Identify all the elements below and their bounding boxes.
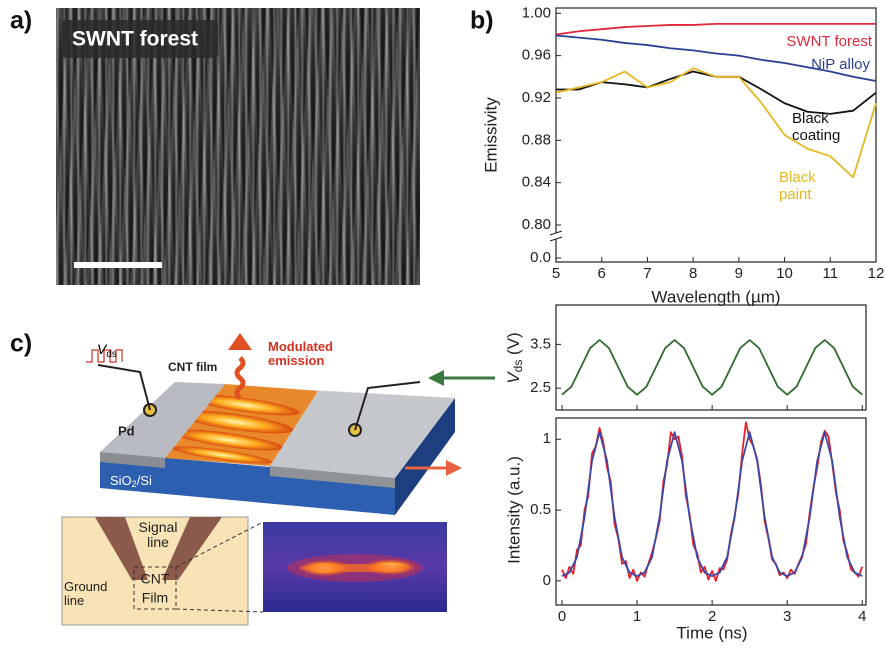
y-tick-label: 0.5 (530, 501, 551, 518)
data-line (555, 34, 877, 82)
x-tick-label: 11 (822, 265, 838, 282)
y-tick-label: 1.00 (522, 4, 551, 21)
axis-break-mark (549, 236, 563, 242)
voltage-symbol: V (97, 341, 108, 357)
y-tick-label: 0.92 (522, 89, 551, 106)
data-line (555, 67, 877, 179)
x-tick-label: 2 (708, 608, 716, 625)
substrate-part: SiO (110, 473, 132, 488)
x-tick-label: 10 (776, 265, 793, 282)
emission-image (263, 522, 447, 612)
substrate-label: SiO2/Si (110, 473, 152, 489)
y-axis-label: Emissivity (481, 97, 500, 173)
y-tick-label: 0.84 (522, 174, 551, 191)
x-tick-label: 8 (689, 265, 697, 282)
y-axis-label-part: V (504, 371, 523, 384)
x-tick-label: 12 (868, 265, 885, 282)
ground-line-label: Ground line (64, 579, 108, 609)
x-tick-label: 3 (783, 608, 791, 625)
y-tick-label: 0.0 (530, 249, 551, 266)
x-tick-label: 0 (558, 608, 566, 625)
cnt-label: CNT (141, 571, 170, 587)
data-line (561, 431, 863, 577)
scale-bar (74, 262, 162, 268)
panel-label: b) (470, 7, 494, 35)
x-tick-label: 1 (633, 608, 641, 625)
y-axis-label: Intensity (a.u.) (504, 456, 523, 564)
voltage-subscript: ds (106, 349, 117, 360)
series-label: SWNT forest (786, 33, 872, 50)
x-axis-label: Wavelength (µm) (651, 287, 780, 306)
film-box-label: Film (142, 590, 168, 606)
axis-break-mark (549, 230, 563, 236)
series-label: Black coating (792, 110, 841, 144)
film-label: CNT film (168, 360, 217, 374)
x-tick-label: 7 (643, 265, 651, 282)
y-axis-label: Vds (V) (504, 332, 525, 383)
electrode-label: Pd (118, 423, 135, 438)
y-tick-label: 0.96 (522, 47, 551, 64)
x-tick-label: 5 (552, 265, 560, 282)
y-tick-label: 3.5 (530, 335, 551, 352)
plot-frame (555, 417, 867, 606)
device-illustration (86, 333, 495, 515)
panel-label: c) (10, 330, 32, 358)
x-axis-label: Time (ns) (676, 623, 747, 642)
panel-label: a) (10, 7, 32, 35)
substrate-part: 2 (132, 479, 137, 489)
y-tick-label: 0.88 (522, 131, 551, 148)
substrate-part: /Si (137, 473, 152, 488)
y-tick-label: 1 (543, 430, 551, 447)
data-line (555, 22, 876, 36)
axis-break-gap (552, 233, 560, 239)
label-box (62, 20, 218, 58)
voltage-label: Vds (97, 341, 117, 360)
y-tick-label: 0.80 (522, 216, 551, 233)
y-tick-label: 2.5 (530, 379, 551, 396)
y-tick-label: 0 (543, 572, 551, 589)
x-tick-label: 9 (735, 265, 743, 282)
series-label: NiP alloy (811, 56, 870, 73)
x-tick-label: 4 (858, 608, 866, 625)
plot-frame (555, 304, 867, 411)
signal-line-label: Signal line (138, 519, 178, 551)
y-axis-label-part: ds (511, 360, 525, 373)
y-axis-label-part: (V) (504, 332, 523, 359)
series-label: Black paint (779, 169, 816, 203)
image-label: SWNT forest (72, 28, 198, 51)
data-line (561, 339, 863, 396)
x-tick-label: 6 (598, 265, 606, 282)
emission-label: Modulated emission (268, 339, 333, 369)
plot-frame (555, 7, 877, 263)
data-line (556, 70, 877, 115)
electrode-layout (61, 516, 264, 626)
data-line (561, 421, 864, 582)
